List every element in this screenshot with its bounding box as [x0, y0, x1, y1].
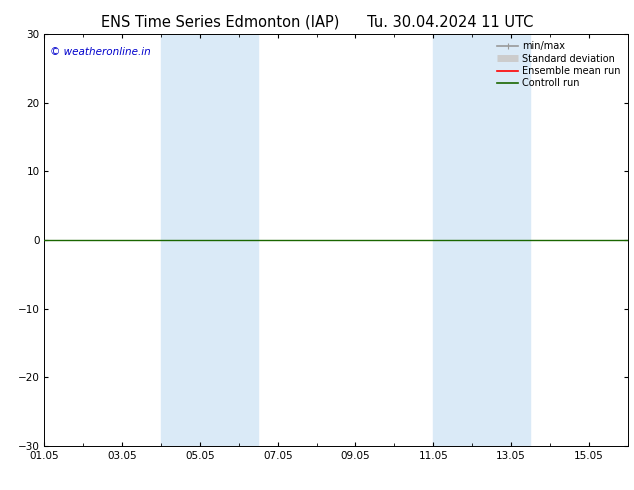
Bar	[433, 34, 472, 446]
Legend: min/max, Standard deviation, Ensemble mean run, Controll run: min/max, Standard deviation, Ensemble me…	[495, 39, 623, 90]
Text: © weatheronline.in: © weatheronline.in	[50, 47, 151, 57]
Bar	[472, 34, 531, 446]
Bar	[161, 34, 200, 446]
Text: ENS Time Series Edmonton (IAP)      Tu. 30.04.2024 11 UTC: ENS Time Series Edmonton (IAP) Tu. 30.04…	[101, 15, 533, 30]
Bar	[200, 34, 258, 446]
